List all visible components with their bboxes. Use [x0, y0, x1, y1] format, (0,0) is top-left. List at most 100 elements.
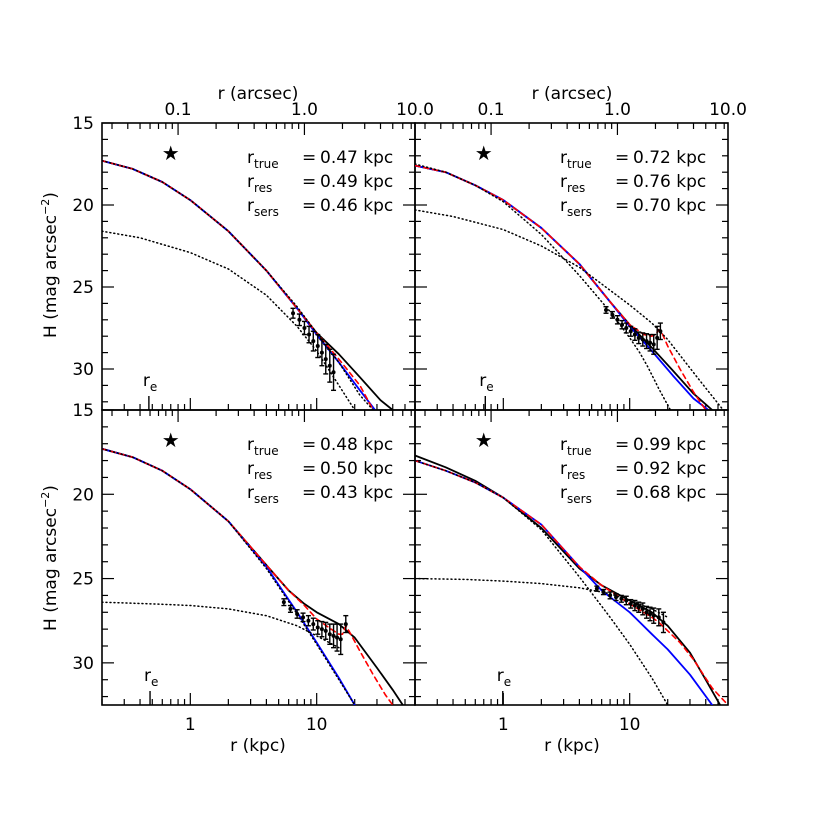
- data-point: [327, 363, 332, 368]
- data-points: [603, 305, 663, 355]
- annotation-r-true: rtrue: [247, 148, 279, 171]
- data-point: [343, 622, 348, 627]
- x-top-tick-label: 1.0: [291, 100, 318, 120]
- data-point: [628, 329, 633, 334]
- labels-layer: r (arcsec) r (arcsec) r (kpc) r (kpc) H …: [39, 84, 612, 756]
- bottom-axis-title-right: r (kpc): [544, 736, 600, 756]
- x-top-tick-label: 1.0: [604, 100, 631, 120]
- y-tick-label: 25: [72, 278, 94, 298]
- annotation-value: 0.43 kpc: [320, 483, 393, 503]
- y-tick-label: 30: [72, 654, 94, 674]
- data-point: [323, 357, 328, 362]
- series-black-dotted-4: [102, 601, 340, 649]
- top-axis-title-left: r (arcsec): [218, 84, 299, 104]
- data-point: [307, 332, 312, 337]
- data-point: [315, 625, 320, 630]
- series-black-dotted-3: [102, 159, 374, 410]
- re-label: re: [479, 371, 493, 394]
- panel-frame: [414, 409, 729, 706]
- data-point: [319, 350, 324, 355]
- y-axis-title-top-main: H (mag arcsec: [41, 215, 61, 338]
- data-point: [632, 332, 637, 337]
- annotation-r-res: rres: [560, 459, 585, 482]
- annotation-equals: =: [615, 483, 629, 503]
- x-tick-label: 1: [185, 715, 196, 735]
- annotation-equals: =: [615, 435, 629, 455]
- annotation-value: 0.46 kpc: [320, 196, 393, 216]
- data-point: [640, 606, 645, 611]
- annotation-r-sers: rsers: [247, 196, 279, 219]
- data-point: [644, 339, 649, 344]
- annotation-r-true: rtrue: [560, 148, 592, 171]
- data-point: [619, 596, 624, 601]
- y-tick-label: 30: [72, 360, 94, 380]
- annotation-equals: =: [615, 148, 629, 168]
- data-point: [615, 317, 620, 322]
- annotation-equals: =: [302, 148, 316, 168]
- data-point: [624, 598, 629, 603]
- annotation-r-sers: rsers: [560, 196, 592, 219]
- data-point: [610, 312, 615, 317]
- annotation-value: 0.49 kpc: [320, 172, 393, 192]
- y-tick-label: 20: [72, 196, 94, 216]
- data-point: [651, 613, 656, 618]
- x-tick-label: 1: [498, 715, 509, 735]
- annotation-equals: =: [302, 172, 316, 192]
- data-point: [640, 337, 645, 342]
- data-point: [651, 342, 656, 347]
- annotation-equals: =: [615, 196, 629, 216]
- series-black-dotted-3: [415, 459, 669, 705]
- annotation-r-sers: rsers: [247, 483, 279, 506]
- y-tick-label: 15: [72, 114, 94, 134]
- annotation-value: 0.92 kpc: [633, 459, 706, 479]
- data-point: [614, 595, 619, 600]
- data-point: [644, 610, 649, 615]
- annotation-r-true: rtrue: [560, 435, 592, 458]
- y-axis-title-bottom-main: H (mag arcsec: [41, 508, 61, 631]
- data-points: [594, 585, 666, 634]
- curves: [415, 163, 724, 410]
- annotation-r-res: rres: [560, 172, 585, 195]
- data-points: [290, 307, 337, 392]
- top-axis-title-right: r (arcsec): [532, 84, 613, 104]
- data-point: [628, 601, 633, 606]
- annotation-r-res: rres: [247, 172, 272, 195]
- annotation-value: 0.47 kpc: [320, 148, 393, 168]
- data-point: [323, 628, 328, 633]
- data-point: [331, 633, 336, 638]
- star-icon: ★: [475, 141, 493, 165]
- annotation-value: 0.76 kpc: [633, 172, 706, 192]
- data-point: [306, 618, 311, 623]
- data-point: [288, 606, 293, 611]
- data-point: [311, 622, 316, 627]
- x-tick-label: 10: [306, 715, 328, 735]
- annotation-r-sers: rsers: [560, 483, 592, 506]
- annotation-equals: =: [302, 459, 316, 479]
- y-tick-label: 25: [72, 570, 94, 590]
- data-point: [636, 605, 641, 610]
- data-point: [604, 307, 609, 312]
- x-top-tick-label: 10.0: [396, 100, 434, 120]
- star-icon: ★: [162, 141, 180, 165]
- y-axis-title-top-sup: −2: [39, 199, 52, 215]
- data-point: [327, 632, 332, 637]
- data-points: [281, 598, 349, 656]
- annotation-equals: =: [615, 172, 629, 192]
- series-black-dotted-4: [102, 230, 356, 410]
- data-point: [636, 335, 641, 340]
- data-point: [295, 611, 300, 616]
- series-black-dotted-4: [415, 209, 724, 410]
- data-point: [291, 311, 296, 316]
- star-icon: ★: [162, 428, 180, 452]
- annotation-value: 0.48 kpc: [320, 435, 393, 455]
- annotation-value: 0.50 kpc: [320, 459, 393, 479]
- data-point: [315, 344, 320, 349]
- re-label: re: [144, 666, 158, 689]
- x-tick-label: 10: [619, 715, 641, 735]
- curves: [102, 447, 404, 705]
